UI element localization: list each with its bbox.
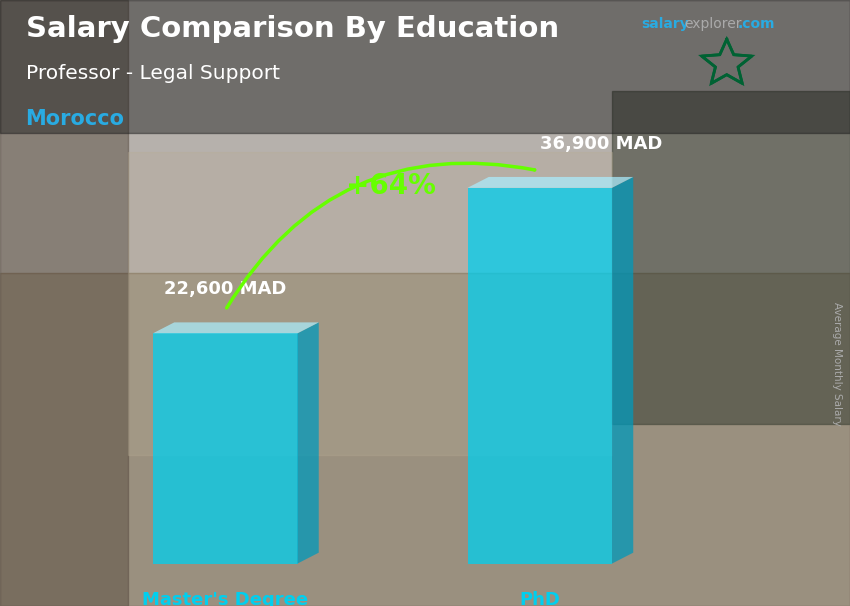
Polygon shape	[468, 188, 612, 564]
Text: salary: salary	[642, 17, 689, 31]
Bar	[0, 0, 850, 273]
Text: Salary Comparison By Education: Salary Comparison By Education	[26, 15, 558, 43]
Polygon shape	[298, 322, 319, 564]
Text: Master's Degree: Master's Degree	[142, 591, 309, 606]
Polygon shape	[153, 333, 298, 564]
Bar	[612, 91, 850, 424]
Bar	[128, 152, 612, 454]
FancyArrowPatch shape	[227, 163, 535, 308]
Text: Morocco: Morocco	[26, 109, 124, 129]
Text: 36,900 MAD: 36,900 MAD	[541, 135, 662, 153]
Text: .com: .com	[738, 17, 775, 31]
Text: PhD: PhD	[519, 591, 560, 606]
Bar	[0, 273, 850, 606]
Bar	[0, 0, 850, 133]
Polygon shape	[468, 177, 633, 188]
Text: 22,600 MAD: 22,600 MAD	[164, 280, 286, 298]
Polygon shape	[612, 177, 633, 564]
Bar	[0, 0, 128, 606]
Text: explorer: explorer	[684, 17, 742, 31]
Text: +64%: +64%	[346, 172, 436, 200]
Polygon shape	[153, 322, 319, 333]
Text: Average Monthly Salary: Average Monthly Salary	[832, 302, 842, 425]
Text: Professor - Legal Support: Professor - Legal Support	[26, 64, 280, 82]
